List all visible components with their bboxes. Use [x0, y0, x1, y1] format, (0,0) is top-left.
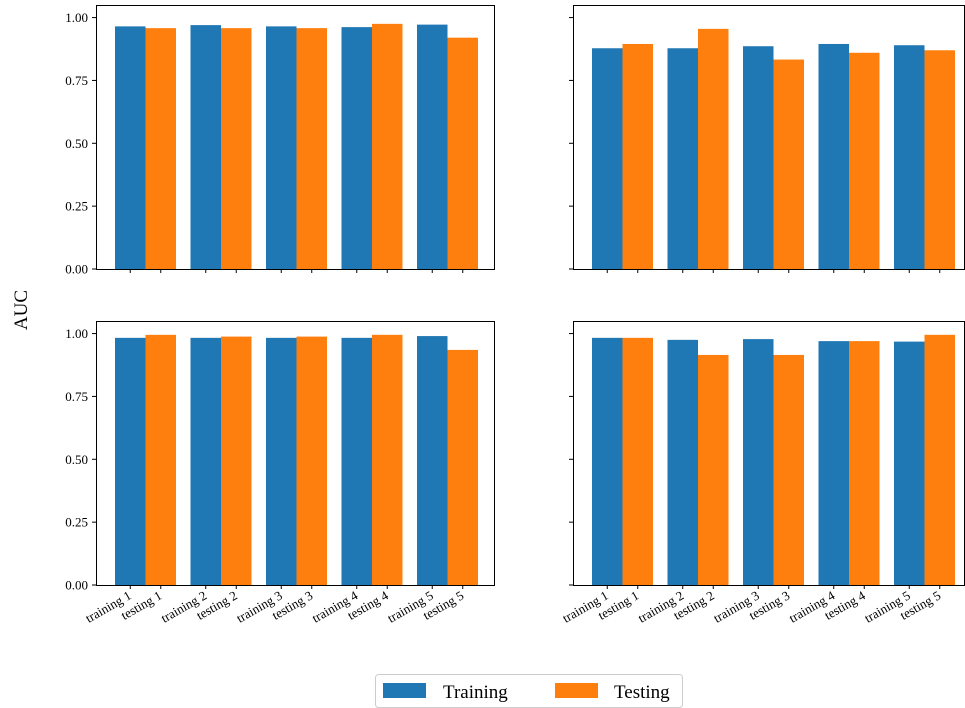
bar-testing-3	[773, 354, 804, 585]
bar-training-2	[667, 48, 698, 270]
bar-training-1	[115, 26, 146, 269]
bar-training-3	[743, 46, 774, 270]
bar-training-2	[190, 25, 221, 269]
bar-training-4	[818, 341, 849, 585]
bar-testing-3	[296, 336, 327, 585]
bar-training-5	[894, 45, 925, 269]
bar-testing-4	[372, 334, 403, 585]
bar-testing-5	[447, 37, 478, 269]
y-tick-label: 0.50	[65, 452, 88, 467]
bar-training-1	[592, 48, 623, 270]
y-tick-label: 0.75	[65, 73, 88, 88]
bar-testing-5	[447, 349, 478, 585]
bar-testing-1	[622, 337, 653, 585]
bar-training-4	[341, 27, 372, 269]
bar-training-1	[115, 337, 146, 585]
bar-testing-5	[924, 334, 955, 585]
subplot-2	[569, 5, 965, 273]
legend-label-training: Training	[443, 682, 508, 703]
bar-training-5	[894, 341, 925, 585]
bar-training-3	[266, 26, 297, 269]
bar-testing-2	[698, 28, 729, 270]
y-tick-label: 1.00	[65, 10, 88, 25]
y-tick-label: 0.50	[65, 136, 88, 151]
legend: Training Testing	[375, 674, 683, 708]
subplot-grid: 0.00 0.25 0.50 0.75 1.00 0.00 0.25 0.50 0.75 1.00…	[65, 5, 965, 626]
bar-testing-3	[773, 59, 804, 270]
bar-training-4	[341, 337, 372, 585]
bar-training-2	[190, 337, 221, 585]
bar-testing-4	[849, 52, 880, 270]
bar-training-2	[667, 339, 698, 585]
bar-testing-1	[145, 28, 176, 270]
bar-training-1	[592, 337, 623, 585]
bar-testing-1	[145, 334, 176, 585]
bar-testing-2	[698, 354, 729, 585]
y-tick-label: 0.75	[65, 389, 88, 404]
legend-swatch-training	[383, 683, 426, 698]
y-tick-label: 1.00	[65, 326, 88, 341]
bar-testing-2	[221, 28, 252, 270]
bar-testing-1	[622, 43, 653, 269]
bar-testing-4	[372, 23, 403, 269]
axes-frame	[96, 321, 495, 586]
legend-swatch-testing	[555, 683, 598, 698]
bar-training-4	[818, 43, 849, 269]
bar-training-3	[743, 339, 774, 585]
y-axis-label: AUC	[11, 290, 32, 330]
bar-training-3	[266, 337, 297, 585]
bar-testing-3	[296, 28, 327, 270]
bar-training-5	[417, 24, 448, 269]
bar-testing-4	[849, 341, 880, 585]
legend-label-testing: Testing	[614, 682, 670, 703]
bar-testing-2	[221, 336, 252, 585]
axes-frame	[96, 5, 495, 270]
y-tick-label: 0.00	[65, 578, 88, 593]
y-tick-label: 0.25	[65, 515, 88, 530]
bar-testing-5	[924, 50, 955, 269]
bar-training-5	[417, 336, 448, 585]
y-tick-label: 0.00	[65, 262, 88, 277]
y-tick-label: 0.25	[65, 199, 88, 214]
subplot-1: 0.00 0.25 0.50 0.75 1.00	[65, 5, 495, 277]
